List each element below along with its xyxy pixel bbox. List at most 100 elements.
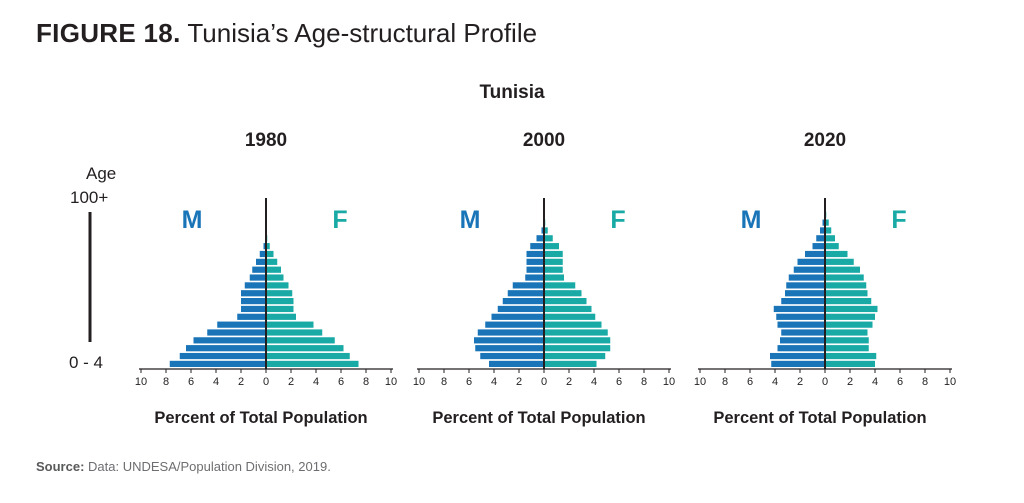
female-bar <box>544 266 563 273</box>
male-bar <box>793 266 825 273</box>
male-bar <box>536 235 544 242</box>
female-bar <box>544 274 564 281</box>
male-bar <box>776 313 825 320</box>
male-bar <box>822 219 825 226</box>
female-bar <box>266 329 323 336</box>
x-tick-label: 0 <box>263 376 269 388</box>
male-bar <box>785 290 825 297</box>
x-tick-label: 10 <box>694 376 706 388</box>
x-tick-label: 2 <box>238 376 244 388</box>
female-bar <box>825 219 829 226</box>
male-bar <box>256 258 266 265</box>
female-bar <box>266 313 296 320</box>
male-bar <box>249 274 266 281</box>
female-bar <box>825 250 848 258</box>
male-label: M <box>460 206 481 234</box>
male-bar <box>241 305 266 313</box>
chart-title: 2000 <box>523 130 565 151</box>
male-bar <box>525 274 544 281</box>
male-bar <box>777 321 825 328</box>
male-bar <box>497 305 544 313</box>
male-bar <box>259 250 266 258</box>
male-bar <box>526 250 544 258</box>
male-bar <box>252 266 266 273</box>
male-bar <box>797 258 825 265</box>
source-note: Source: Data: UNDESA/Population Division… <box>36 459 331 474</box>
female-bar <box>544 305 592 313</box>
female-bar <box>544 313 596 320</box>
x-tick-label: 4 <box>491 376 497 388</box>
male-bar <box>241 298 266 305</box>
female-bar <box>266 258 278 265</box>
female-bar <box>825 290 868 297</box>
male-bar <box>781 329 825 336</box>
x-tick-label: 8 <box>441 376 447 388</box>
x-tick-label: 2 <box>797 376 803 388</box>
x-tick-label: 10 <box>944 376 956 388</box>
female-bar <box>544 235 553 242</box>
female-label: F <box>891 206 906 234</box>
source-text: Data: UNDESA/Population Division, 2019. <box>84 459 331 474</box>
female-bar <box>825 337 869 344</box>
female-bar <box>825 282 867 289</box>
male-bar <box>477 329 544 336</box>
female-bar <box>825 235 835 242</box>
female-bar <box>825 298 872 305</box>
female-bar <box>544 258 563 265</box>
female-label: F <box>332 206 347 234</box>
female-bar <box>266 360 359 367</box>
x-tick-label: 8 <box>363 376 369 388</box>
chart-title: 1980 <box>245 130 287 151</box>
female-bar <box>544 329 608 336</box>
male-bar <box>786 282 825 289</box>
x-tick-label: 10 <box>663 376 675 388</box>
female-bar <box>544 290 582 297</box>
female-bar <box>266 250 274 258</box>
x-tick-label: 4 <box>591 376 597 388</box>
male-bar <box>207 329 266 336</box>
female-bar <box>825 352 877 360</box>
female-bar <box>266 337 335 344</box>
male-bar <box>502 298 544 305</box>
male-bar <box>489 360 544 367</box>
male-bar <box>507 290 544 297</box>
male-bar <box>780 337 825 344</box>
female-bar <box>825 305 878 313</box>
x-tick-label: 6 <box>338 376 344 388</box>
female-bar <box>544 282 576 289</box>
female-bar <box>825 258 854 265</box>
source-label: Source: <box>36 459 85 474</box>
x-tick-label: 4 <box>313 376 319 388</box>
male-bar <box>781 298 825 305</box>
x-axis-label: Percent of Total Population <box>713 409 926 427</box>
male-bar <box>217 321 266 328</box>
x-tick-label: 10 <box>385 376 397 388</box>
female-bar <box>266 345 344 352</box>
x-axis-label: Percent of Total Population <box>432 409 645 427</box>
female-bar <box>825 274 864 281</box>
male-bar <box>770 352 825 360</box>
x-tick-label: 6 <box>897 376 903 388</box>
female-bar <box>825 329 868 336</box>
male-bar <box>777 345 825 352</box>
female-label: F <box>610 206 625 234</box>
male-bar <box>491 313 544 320</box>
female-bar <box>544 352 606 360</box>
female-bar <box>266 305 294 313</box>
female-bar <box>825 360 875 367</box>
female-bar <box>544 345 611 352</box>
x-tick-label: 8 <box>722 376 728 388</box>
female-bar <box>266 298 294 305</box>
male-bar <box>179 352 266 360</box>
female-bar <box>825 345 869 352</box>
female-bar <box>825 266 860 273</box>
male-bar <box>816 235 825 242</box>
x-tick-label: 8 <box>922 376 928 388</box>
x-tick-label: 2 <box>516 376 522 388</box>
pyramid-2020: 2020 M F 10 8 6 4 2 0 2 4 6 8 10 Percent of Total Popu… <box>694 130 956 427</box>
figure-title: FIGURE 18. Tunisia’s Age-structural Prof… <box>36 18 537 49</box>
male-bar <box>820 227 825 234</box>
male-bar <box>788 274 825 281</box>
x-tick-label: 4 <box>872 376 878 388</box>
female-bar <box>266 274 284 281</box>
